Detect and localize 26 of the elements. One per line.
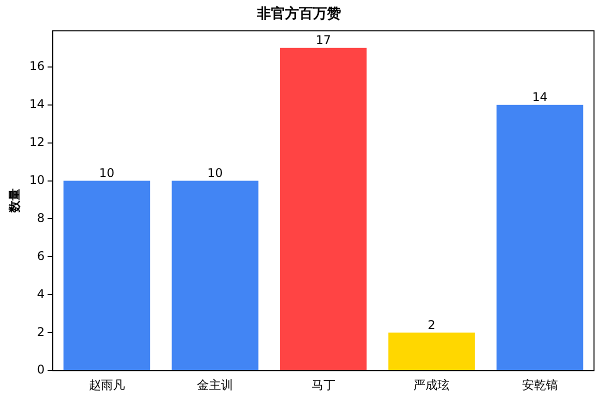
x-tick-label: 马丁 [311,378,336,392]
y-tick-label: 6 [37,248,45,263]
data-label: 14 [532,90,548,104]
data-label: 2 [428,318,436,332]
chart-title: 非官方百万赞 [256,5,341,22]
y-tick-label: 10 [29,172,45,187]
y-tick-label: 14 [29,96,45,111]
y-tick-label: 12 [29,134,45,149]
x-tick-label: 金主训 [197,378,234,392]
y-tick-label: 8 [37,210,45,225]
y-tick-label: 4 [37,286,45,301]
y-tick-label: 16 [29,58,45,73]
x-tick-label: 赵雨凡 [88,378,125,392]
bar [496,104,584,370]
data-label: 17 [316,33,331,48]
y-tick-label: 2 [37,324,45,339]
y-tick-label: 0 [37,362,45,377]
bar [172,180,258,370]
y-axis-title: 数量 [7,188,22,214]
x-tick-label: 严成玹 [414,378,450,392]
data-label: 10 [207,166,223,180]
bar [388,332,475,370]
bar [63,180,150,370]
bar [280,48,367,370]
data-label: 10 [99,166,114,180]
x-tick-label: 安乾镐 [522,378,558,392]
